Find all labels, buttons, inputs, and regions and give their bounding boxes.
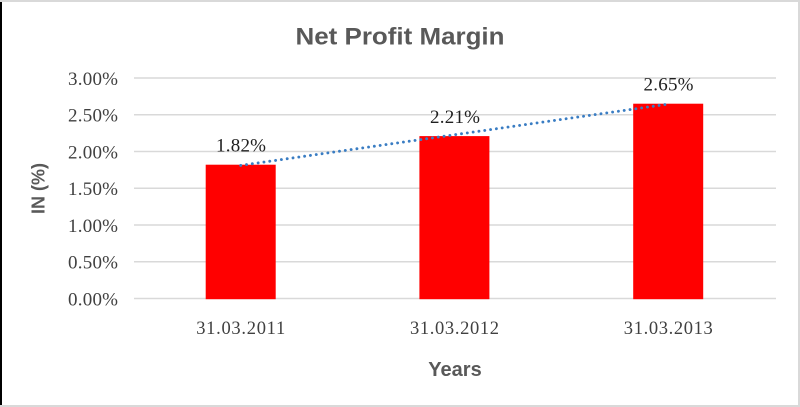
svg-text:1.82%: 1.82%: [216, 136, 266, 157]
svg-text:31.03.2012: 31.03.2012: [410, 319, 499, 339]
svg-text:31.03.2013: 31.03.2013: [624, 319, 713, 339]
svg-text:Years: Years: [428, 359, 481, 381]
svg-text:2.00%: 2.00%: [68, 142, 118, 163]
svg-text:0.50%: 0.50%: [68, 253, 118, 274]
svg-text:IN (%): IN (%): [29, 163, 49, 214]
svg-text:2.65%: 2.65%: [644, 74, 694, 95]
svg-text:Net Profit Margin: Net Profit Margin: [296, 24, 505, 51]
svg-text:2.50%: 2.50%: [68, 106, 118, 127]
svg-text:3.00%: 3.00%: [68, 69, 118, 90]
svg-text:1.00%: 1.00%: [68, 216, 118, 237]
svg-text:2.21%: 2.21%: [430, 107, 480, 128]
svg-text:31.03.2011: 31.03.2011: [196, 319, 285, 339]
svg-text:1.50%: 1.50%: [68, 179, 118, 200]
svg-text:0.00%: 0.00%: [68, 289, 118, 310]
